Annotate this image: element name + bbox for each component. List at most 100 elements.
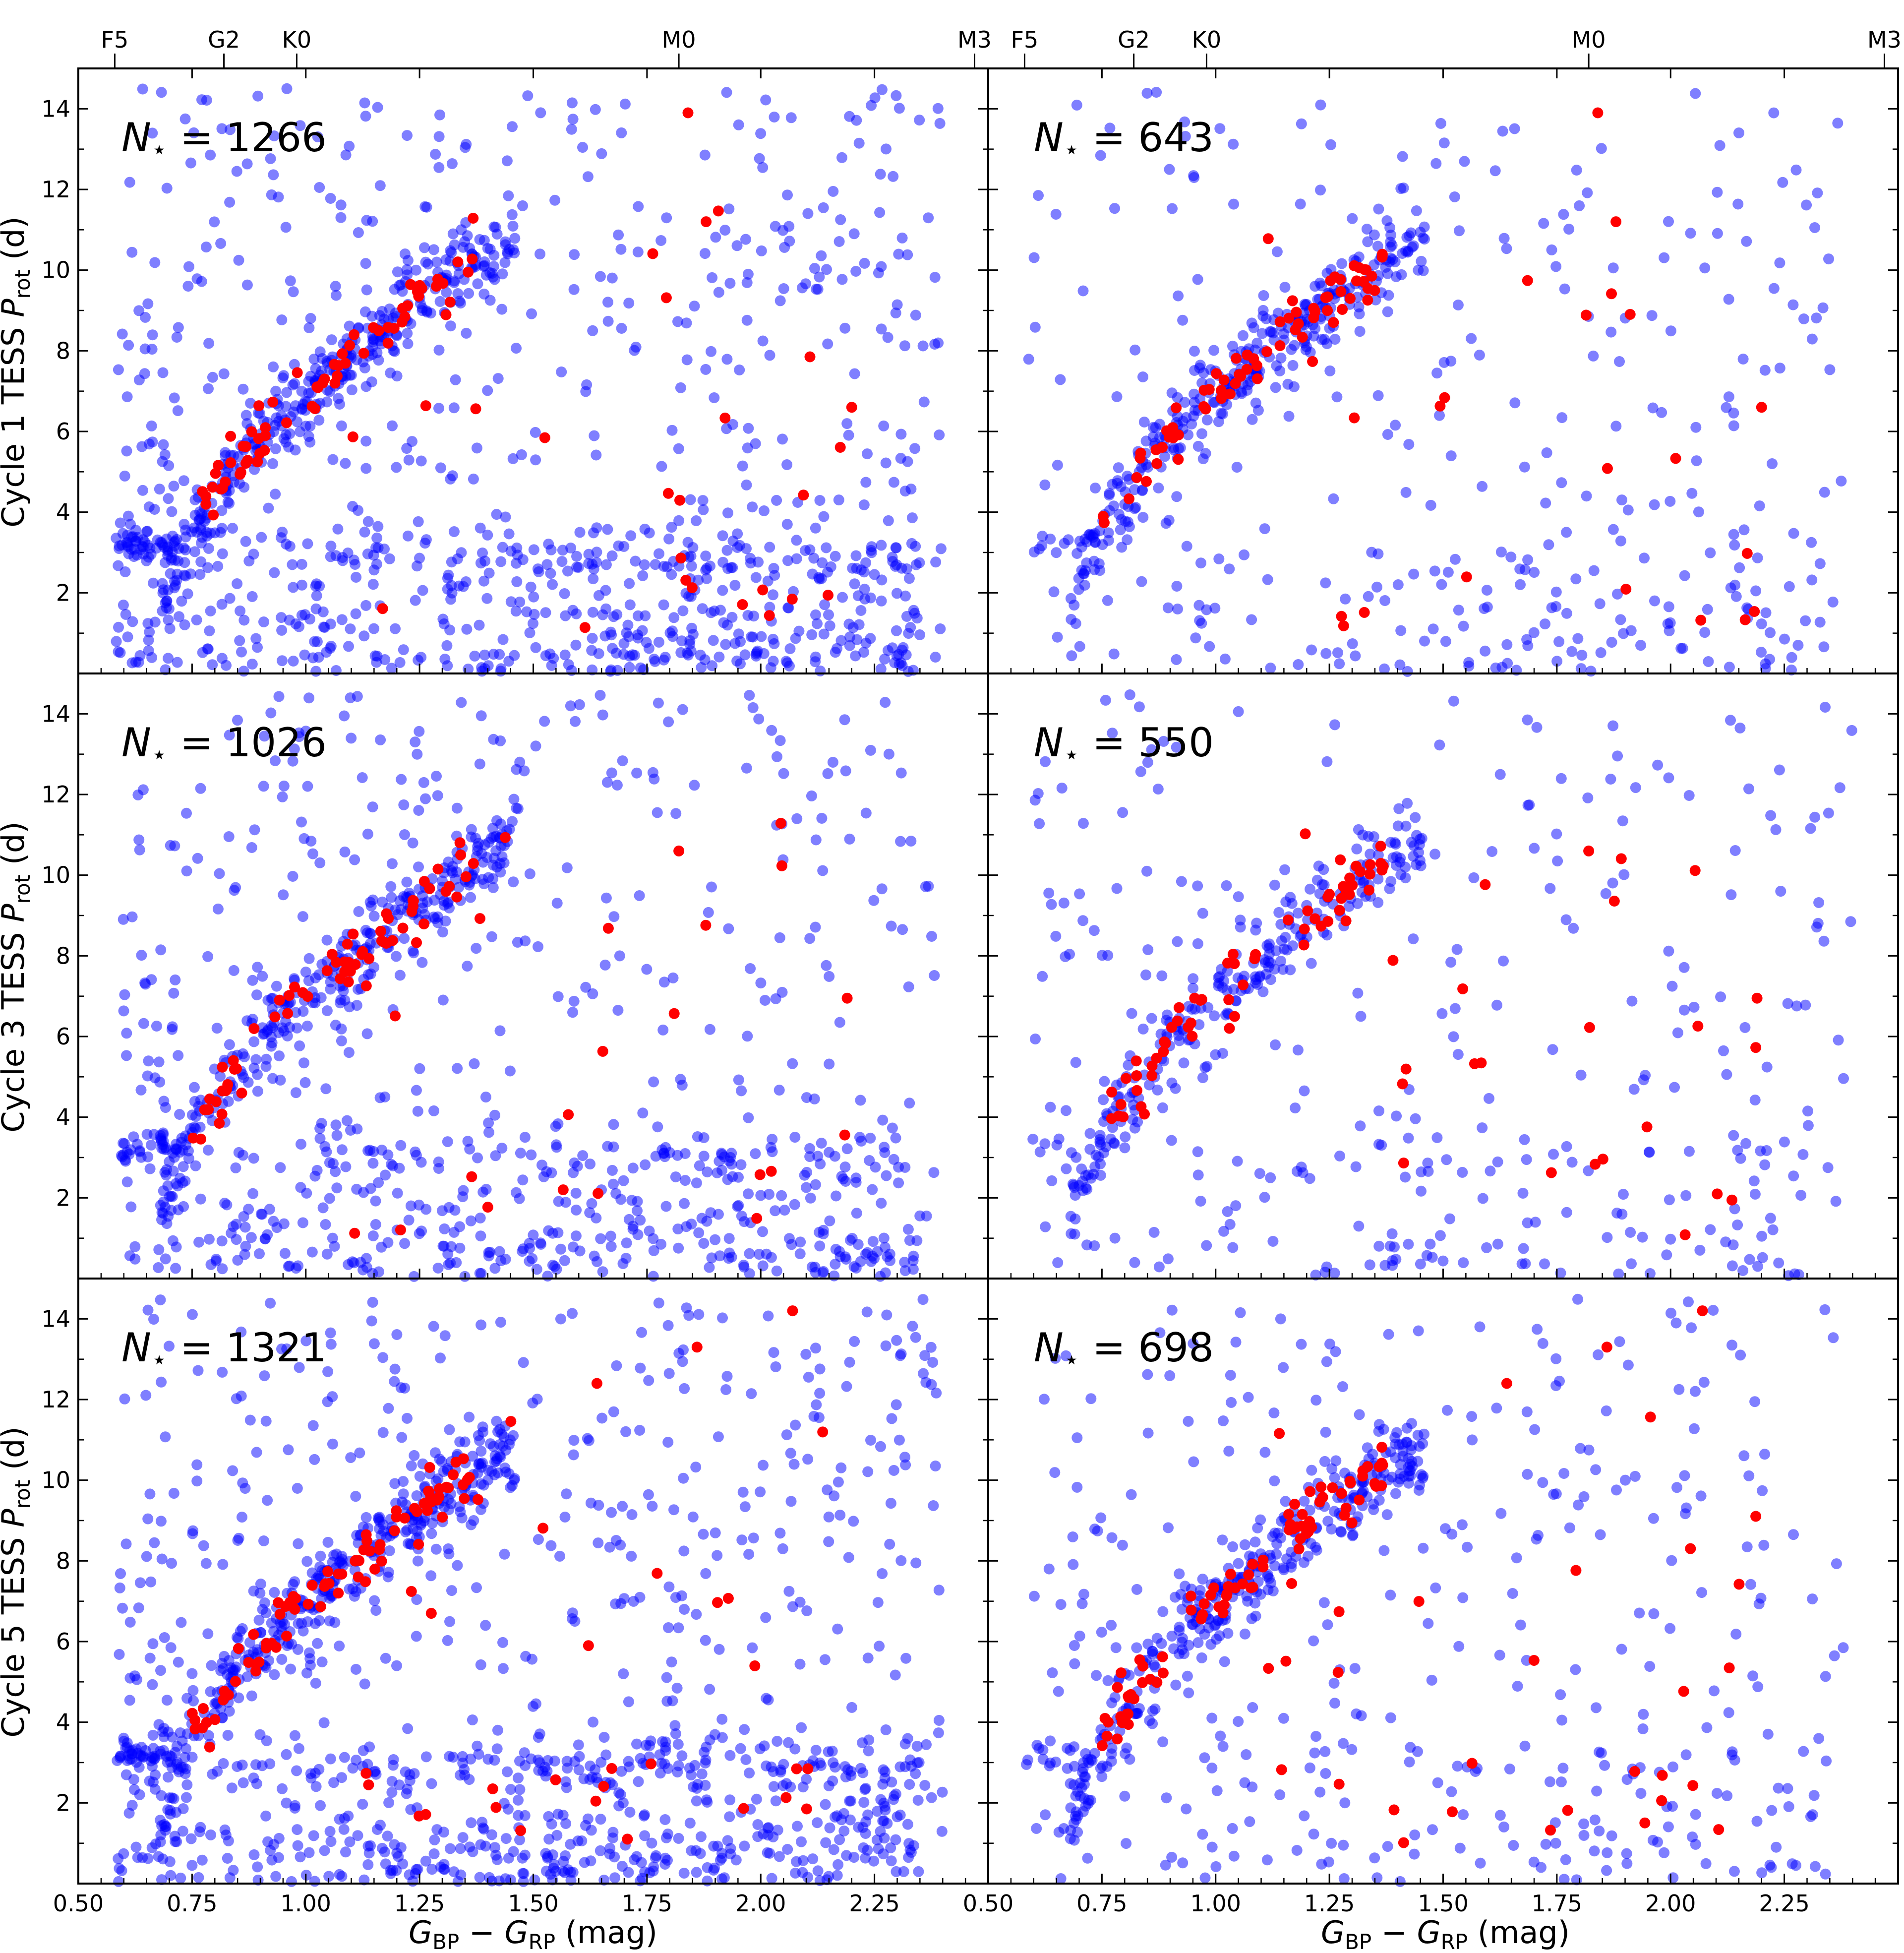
star-point <box>725 1848 736 1860</box>
star-point <box>396 1432 408 1443</box>
highlighted-star-point <box>1120 1073 1131 1084</box>
star-point <box>647 1501 658 1512</box>
star-point <box>762 1847 773 1858</box>
star-point <box>288 656 299 667</box>
highlighted-star-point <box>311 381 323 393</box>
star-point <box>476 1268 487 1279</box>
star-point <box>1588 350 1599 362</box>
star-point <box>542 1271 553 1282</box>
star-point <box>677 605 689 616</box>
star-point <box>366 376 377 387</box>
star-point <box>843 429 854 441</box>
star-point <box>835 635 847 646</box>
star-point <box>1485 1165 1496 1177</box>
star-point <box>497 1663 509 1674</box>
star-point <box>1111 391 1123 402</box>
star-point <box>1429 565 1440 577</box>
star-point <box>619 98 631 110</box>
star-point <box>663 533 675 545</box>
highlighted-star-point <box>342 938 353 950</box>
star-point <box>908 1250 919 1262</box>
star-point <box>678 1344 689 1355</box>
star-point <box>406 1460 417 1471</box>
star-point <box>503 190 514 201</box>
star-point <box>248 1036 260 1047</box>
star-point <box>637 1107 649 1119</box>
star-point <box>719 225 731 236</box>
star-point <box>787 1058 798 1069</box>
star-point <box>756 245 767 256</box>
star-point <box>247 1014 258 1025</box>
star-point <box>608 1119 619 1130</box>
star-point <box>1726 889 1737 901</box>
star-point <box>834 1251 846 1262</box>
star-point <box>629 1854 640 1865</box>
star-point <box>186 1668 198 1679</box>
star-point <box>717 530 728 542</box>
star-point <box>605 626 616 638</box>
star-point <box>800 1348 812 1360</box>
star-point <box>659 1814 671 1825</box>
star-point <box>1040 1221 1051 1232</box>
star-point <box>873 1843 884 1854</box>
star-point <box>256 532 267 543</box>
star-point <box>726 611 738 623</box>
star-point <box>843 618 855 630</box>
star-point <box>134 844 145 855</box>
star-point <box>804 933 816 944</box>
star-point <box>491 1456 502 1467</box>
star-point <box>277 791 288 802</box>
star-point <box>1403 245 1414 257</box>
star-point <box>1382 429 1393 440</box>
star-point <box>1164 164 1175 175</box>
star-point <box>1287 360 1299 371</box>
star-point <box>375 734 386 745</box>
star-point <box>1270 1039 1281 1050</box>
star-point <box>1077 818 1089 829</box>
star-point <box>559 1255 570 1266</box>
star-point <box>921 1739 932 1750</box>
star-point <box>588 573 599 585</box>
star-point <box>181 865 192 877</box>
star-point <box>387 1760 399 1771</box>
star-point <box>360 111 371 122</box>
star-point <box>380 1858 391 1870</box>
star-point <box>215 1071 226 1082</box>
star-point <box>1744 1254 1755 1265</box>
star-point <box>228 965 239 976</box>
star-point <box>567 114 579 125</box>
star-point <box>827 757 838 768</box>
star-point <box>741 314 753 326</box>
star-point <box>280 436 292 448</box>
star-point <box>258 1535 269 1546</box>
star-point <box>855 605 867 616</box>
star-point <box>1615 535 1626 547</box>
star-point <box>235 605 246 616</box>
star-point <box>1104 489 1115 501</box>
star-point <box>119 989 130 1000</box>
star-point <box>736 1085 747 1097</box>
star-point <box>212 903 224 915</box>
star-point <box>783 602 794 613</box>
star-point <box>238 1072 249 1083</box>
star-point <box>1498 955 1509 967</box>
star-point <box>1823 253 1834 265</box>
star-point <box>176 1617 187 1628</box>
star-point <box>161 1164 173 1175</box>
star-point <box>1077 1185 1088 1196</box>
star-point <box>721 87 732 98</box>
star-point <box>801 1092 812 1103</box>
star-point <box>876 540 887 551</box>
star-point <box>684 1763 695 1774</box>
star-point <box>543 1811 554 1822</box>
star-point <box>509 247 520 259</box>
star-point <box>125 1201 137 1213</box>
highlighted-star-point <box>1235 370 1247 382</box>
star-point <box>383 1403 394 1414</box>
star-point <box>562 565 573 577</box>
star-point <box>275 1162 286 1173</box>
star-point <box>789 1132 801 1143</box>
star-point <box>370 1219 381 1230</box>
star-point <box>416 455 427 467</box>
highlighted-star-point <box>701 216 712 228</box>
